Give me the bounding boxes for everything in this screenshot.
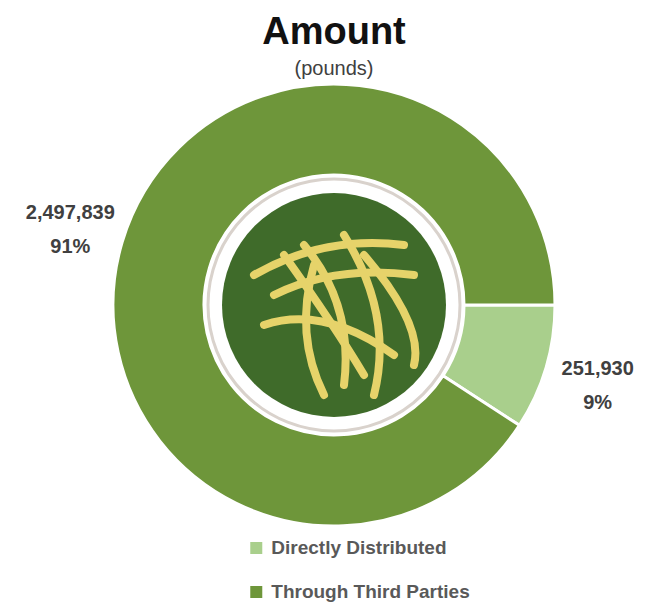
donut (113, 84, 555, 526)
value-label: 2,497,839 (26, 201, 115, 223)
legend: Directly Distributed Through Third Partie… (250, 537, 469, 602)
percent-label: 91% (50, 235, 90, 257)
slice (113, 84, 555, 526)
bean (364, 255, 415, 365)
value-label: 251,930 (562, 357, 634, 379)
plate-image (208, 179, 460, 431)
legend-label: Directly Distributed (271, 537, 446, 558)
percent-label: 9% (583, 391, 612, 413)
legend-swatch (250, 542, 262, 554)
legend-label: Through Third Parties (271, 581, 469, 602)
salad (222, 193, 446, 417)
title: Amount (262, 10, 406, 52)
legend-swatch (250, 586, 262, 598)
subtitle: (pounds) (295, 57, 374, 79)
bean (284, 255, 364, 375)
plate (208, 179, 460, 431)
